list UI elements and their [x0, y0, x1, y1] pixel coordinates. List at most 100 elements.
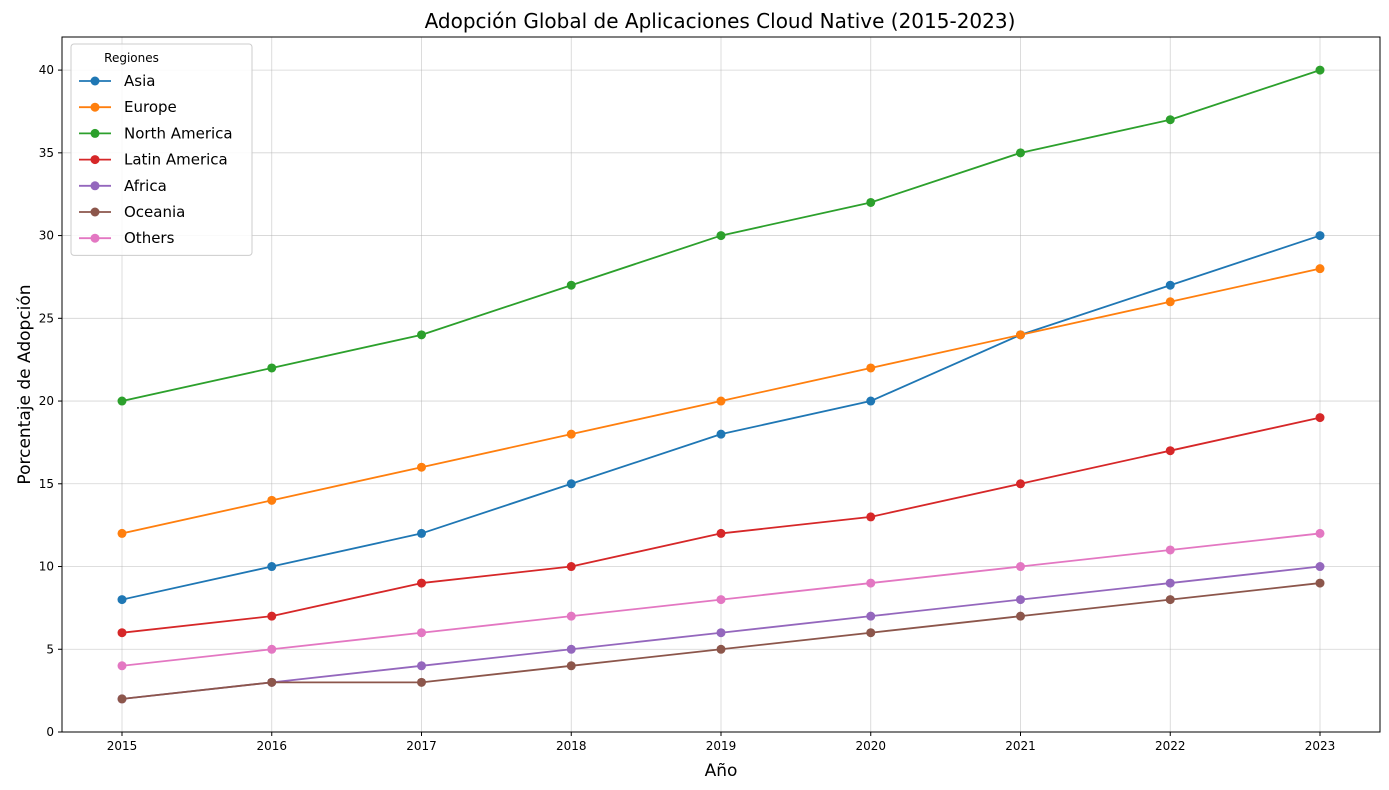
legend-item-oceania: Oceania	[79, 203, 185, 221]
data-point-asia	[716, 429, 726, 439]
data-point-oceania	[1315, 578, 1325, 588]
y-tick-label: 15	[39, 477, 54, 491]
data-point-oceania	[1165, 595, 1175, 605]
legend-box	[70, 43, 253, 256]
legend-item-europe: Europe	[79, 98, 177, 116]
y-tick-label: 40	[39, 63, 54, 77]
data-point-others	[866, 578, 876, 588]
data-point-oceania	[117, 694, 127, 704]
data-point-asia	[1315, 231, 1325, 241]
data-point-north-america	[1315, 65, 1325, 75]
data-point-oceania	[267, 677, 277, 687]
data-point-africa	[417, 661, 426, 671]
legend-label: Africa	[124, 177, 167, 195]
data-point-oceania	[566, 661, 576, 671]
data-point-europe	[267, 495, 277, 505]
legend-label: Asia	[124, 72, 155, 90]
x-tick-label: 2022	[1155, 739, 1186, 753]
data-point-latin-america	[566, 562, 576, 572]
legend-swatch-marker	[90, 128, 100, 138]
axis-ticks: 2015 2016 2017 2018 2019 2020 2021 2022 2023 0 5 10…	[39, 63, 1336, 753]
data-point-north-america	[1165, 115, 1175, 125]
y-tick-label: 10	[39, 560, 54, 574]
data-point-others	[117, 661, 127, 671]
data-point-others	[716, 595, 726, 605]
data-point-latin-america	[1165, 446, 1175, 456]
data-point-asia	[267, 562, 277, 572]
data-point-others	[417, 628, 426, 638]
x-tick-label: 2016	[256, 739, 287, 753]
data-point-africa	[716, 628, 726, 638]
data-point-north-america	[866, 197, 876, 207]
legend: Regiones Asia Europe North America Latin Ame…	[70, 43, 253, 256]
data-point-latin-america	[1016, 479, 1025, 489]
data-point-others	[1165, 545, 1175, 555]
data-point-asia	[866, 396, 876, 406]
data-point-europe	[566, 429, 576, 439]
data-point-oceania	[716, 644, 726, 654]
data-point-europe	[866, 363, 876, 373]
chart-title: Adopción Global de Aplicaciones Cloud Na…	[425, 9, 1016, 33]
data-point-europe	[417, 462, 426, 472]
y-tick-label: 25	[39, 311, 54, 325]
x-tick-label: 2018	[556, 739, 587, 753]
x-tick-label: 2021	[1005, 739, 1036, 753]
data-point-europe	[1315, 264, 1325, 274]
data-point-oceania	[1016, 611, 1025, 621]
y-tick-label: 0	[46, 725, 54, 739]
data-point-others	[1315, 528, 1325, 538]
series-others	[117, 528, 1325, 671]
data-point-others	[1016, 562, 1025, 572]
data-point-north-america	[716, 231, 726, 241]
data-point-asia	[417, 528, 426, 538]
data-point-north-america	[1016, 148, 1025, 158]
legend-item-latin-america: Latin America	[79, 151, 228, 169]
data-point-others	[566, 611, 576, 621]
data-point-north-america	[117, 396, 127, 406]
y-tick-label: 5	[46, 642, 54, 656]
x-axis-title: Año	[705, 761, 738, 781]
data-point-latin-america	[1315, 413, 1325, 423]
legend-swatch-marker	[90, 233, 100, 243]
data-point-africa	[1016, 595, 1025, 605]
data-point-north-america	[566, 280, 576, 290]
data-point-europe	[716, 396, 726, 406]
data-point-north-america	[267, 363, 277, 373]
x-tick-label: 2019	[706, 739, 737, 753]
data-point-latin-america	[866, 512, 876, 522]
legend-label: Oceania	[124, 203, 185, 221]
series-asia	[117, 231, 1325, 605]
legend-item-africa: Africa	[79, 177, 167, 195]
data-point-africa	[1165, 578, 1175, 588]
legend-item-others: Others	[79, 229, 175, 247]
series-oceania	[117, 578, 1325, 704]
legend-swatch-marker	[90, 207, 100, 217]
x-tick-label: 2017	[406, 739, 437, 753]
x-tick-label: 2020	[855, 739, 886, 753]
legend-label: Latin America	[124, 151, 228, 169]
y-tick-label: 35	[39, 146, 54, 160]
data-point-oceania	[866, 628, 876, 638]
series-latin-america	[117, 413, 1325, 638]
data-point-latin-america	[417, 578, 426, 588]
x-tick-label: 2023	[1305, 739, 1336, 753]
legend-swatch-marker	[90, 76, 100, 86]
legend-swatch-marker	[90, 102, 100, 112]
series-north-america	[117, 65, 1325, 406]
data-point-europe	[1165, 297, 1175, 307]
x-tick-label: 2015	[107, 739, 138, 753]
legend-item-north-america: North America	[79, 124, 233, 142]
data-point-africa	[1315, 562, 1325, 572]
data-point-europe	[117, 528, 127, 538]
legend-label: North America	[124, 124, 233, 142]
data-point-europe	[1016, 330, 1025, 340]
data-point-africa	[866, 611, 876, 621]
data-point-north-america	[417, 330, 426, 340]
data-point-asia	[1165, 280, 1175, 290]
legend-label: Others	[124, 229, 175, 247]
legend-swatch-marker	[90, 155, 100, 165]
data-point-others	[267, 644, 277, 654]
y-tick-label: 30	[39, 229, 54, 243]
legend-item-asia: Asia	[79, 72, 155, 90]
